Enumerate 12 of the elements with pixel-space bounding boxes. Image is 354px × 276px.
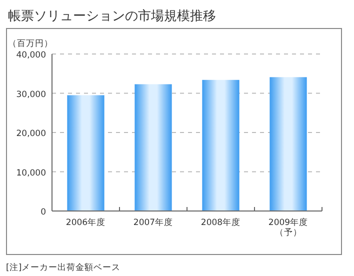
x-tick-label: 2008年度 [200, 217, 241, 228]
y-tick-label: 0 [40, 208, 46, 218]
y-tick-label: 40,000 [16, 50, 46, 60]
y-tick-label: 10,000 [16, 168, 46, 178]
y-tick-label: 20,000 [16, 129, 46, 139]
x-tick-label: 2009年度（予） [268, 217, 308, 238]
y-tick-label: 30,000 [16, 90, 46, 100]
chart-title: 帳票ソリューションの市場規模推移 [8, 9, 216, 24]
x-tick-label: 2007年度 [133, 217, 174, 228]
text: [注]メーカー出荷金額ベース [6, 262, 121, 273]
y-axis-title: （百万円） [8, 39, 53, 49]
x-tick-label: 2006年度 [66, 217, 106, 228]
